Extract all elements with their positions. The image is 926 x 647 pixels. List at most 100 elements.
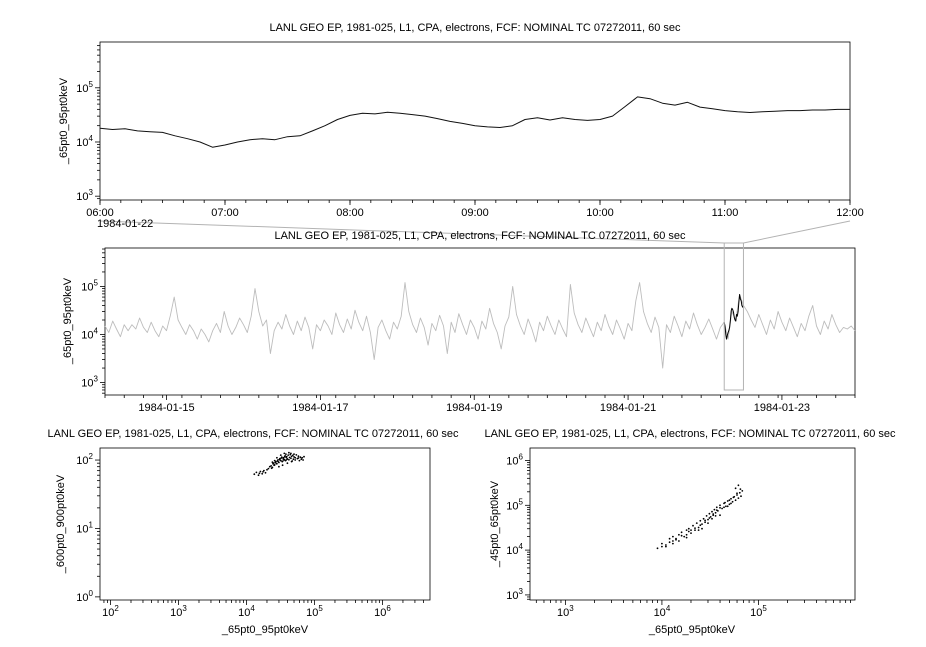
scatter-dot	[285, 455, 288, 458]
axis-tick-label: 1984-01-17	[292, 402, 348, 414]
scatter-dot	[694, 529, 696, 531]
scatter-dot	[719, 506, 721, 509]
axis-tick-label: 103	[76, 188, 93, 203]
plot-frame[interactable]	[99, 41, 851, 201]
scatter-dot	[281, 464, 284, 467]
panel4-plot-area[interactable]: 103 104 105 106 103 104 105	[506, 447, 856, 619]
axis-tick-label: 07:00	[211, 207, 239, 219]
scatter-dot	[739, 488, 742, 490]
scatter-dot	[656, 547, 659, 550]
scatter-dot	[732, 496, 735, 499]
scatter-dot	[685, 533, 688, 536]
scatter-dot	[276, 456, 278, 459]
scatter-dot	[740, 495, 742, 498]
plot-frame[interactable]	[529, 447, 856, 601]
axis-tick-label: 106	[506, 452, 523, 467]
axis-tick-label: 104	[238, 604, 255, 619]
panel4-x-axis-label: _65pt0_95pt0keV	[648, 624, 736, 636]
scatter-dot	[701, 527, 703, 530]
scatter-dot	[714, 515, 717, 517]
scatter-dot	[279, 454, 282, 456]
scatter-dot	[290, 457, 292, 460]
panel3-plot-area[interactable]: 100 101 102 102 103 104 105 106	[76, 447, 431, 619]
axis-tick-label: 101	[76, 520, 93, 535]
scatter-dot	[675, 537, 677, 540]
scatter-dot	[297, 457, 300, 459]
scatter-dot	[281, 460, 284, 463]
axis-tick-labels: 103 104 105 06:00 07:00 08:00 09:00 10:00 11:00 1…	[76, 80, 863, 219]
scatter-dot	[672, 540, 674, 542]
scatter-dot	[730, 497, 732, 500]
panel1-title: LANL GEO EP, 1981-025, L1, CPA, electron…	[269, 22, 681, 34]
axis-tick-label: 09:00	[461, 207, 489, 219]
axis-ticks	[95, 459, 424, 605]
plot-frame[interactable]	[104, 247, 856, 396]
panel-timeseries-context: LANL GEO EP, 1981-025, L1, CPA, electron…	[62, 230, 856, 414]
scatter-dot	[293, 453, 295, 455]
scatter-dot	[712, 513, 715, 515]
axis-tick-label: 105	[76, 80, 93, 95]
axis-tick-label: 103	[170, 604, 187, 619]
scatter-dot	[741, 490, 744, 492]
scatter-dot	[737, 484, 740, 487]
scatter-dot	[272, 462, 275, 465]
panel2-plot-area[interactable]: 103 104 105 1984-01-15 1984-01-17 1984-01-19 1…	[81, 242, 856, 414]
axis-tick-label: 105	[750, 604, 767, 619]
panel-scatter-45-65: LANL GEO EP, 1981-025, L1, CPA, electron…	[484, 428, 896, 636]
selection-box[interactable]	[723, 242, 744, 391]
scatter-dot	[288, 456, 291, 459]
panel3-x-axis-label: _65pt0_95pt0keV	[221, 624, 309, 636]
scatter-dot	[683, 535, 686, 538]
series-line-context-flux-65-95keV	[104, 282, 856, 369]
axis-tick-label: 102	[76, 452, 93, 467]
scatter-dot	[697, 526, 700, 529]
scatter-dot	[257, 474, 260, 477]
panel1-date-label: 1984-01-22	[97, 218, 153, 230]
panel3-title: LANL GEO EP, 1981-025, L1, CPA, electron…	[47, 428, 459, 440]
scatter-dot	[736, 494, 738, 496]
scatter-dot	[279, 457, 281, 460]
scatter-points-scatter-45-65-vs-65-95	[656, 484, 744, 550]
scatter-dot	[726, 505, 729, 508]
panel4-title: LANL GEO EP, 1981-025, L1, CPA, electron…	[484, 428, 896, 440]
axis-tick-label: 08:00	[336, 207, 364, 219]
plot-frame[interactable]	[99, 447, 431, 601]
panel-timeseries-zoom: LANL GEO EP, 1981-025, L1, CPA, electron…	[58, 22, 864, 230]
panel1-plot-area[interactable]: 103 104 105 06:00 07:00 08:00 09:00 10:00 11:00 1…	[76, 41, 864, 219]
scatter-dot	[282, 456, 285, 459]
axis-ticks	[525, 460, 851, 605]
scatter-dot	[261, 472, 264, 475]
axis-ticks	[100, 248, 856, 400]
scatter-dot	[708, 512, 711, 515]
scatter-dot	[280, 456, 283, 459]
scatter-dot	[715, 506, 718, 509]
scatter-dot	[719, 504, 721, 507]
scatter-dot	[695, 522, 698, 524]
scatter-dot	[278, 461, 280, 464]
scatter-dot	[687, 530, 690, 533]
scatter-dot	[707, 518, 709, 521]
scatter-dot	[277, 459, 279, 461]
scatter-dot	[690, 529, 692, 531]
scatter-dot	[286, 462, 289, 465]
scatter-dot	[295, 454, 298, 456]
axis-tick-label: 1984-01-23	[754, 402, 810, 414]
scatter-dot	[266, 468, 268, 471]
scatter-dot	[685, 536, 688, 539]
panel2-y-axis-label: _65pt0_95pt0keV	[62, 277, 74, 365]
scatter-dot	[730, 502, 732, 505]
scatter-dot	[283, 452, 286, 455]
scatter-dot	[285, 453, 287, 455]
axis-tick-label: 1984-01-19	[446, 402, 502, 414]
scatter-dot	[685, 529, 688, 531]
scatter-dot	[731, 500, 734, 503]
scatter-dot	[707, 522, 709, 524]
scatter-dot	[713, 508, 716, 511]
scatter-dot	[708, 517, 711, 519]
scatter-dot	[723, 506, 725, 509]
scatter-dot	[672, 542, 674, 545]
scatter-dot	[672, 535, 674, 538]
axis-tick-label: 06:00	[86, 207, 114, 219]
scatter-dot	[273, 464, 276, 466]
series-line-electron-flux-65-95keV	[99, 96, 850, 148]
